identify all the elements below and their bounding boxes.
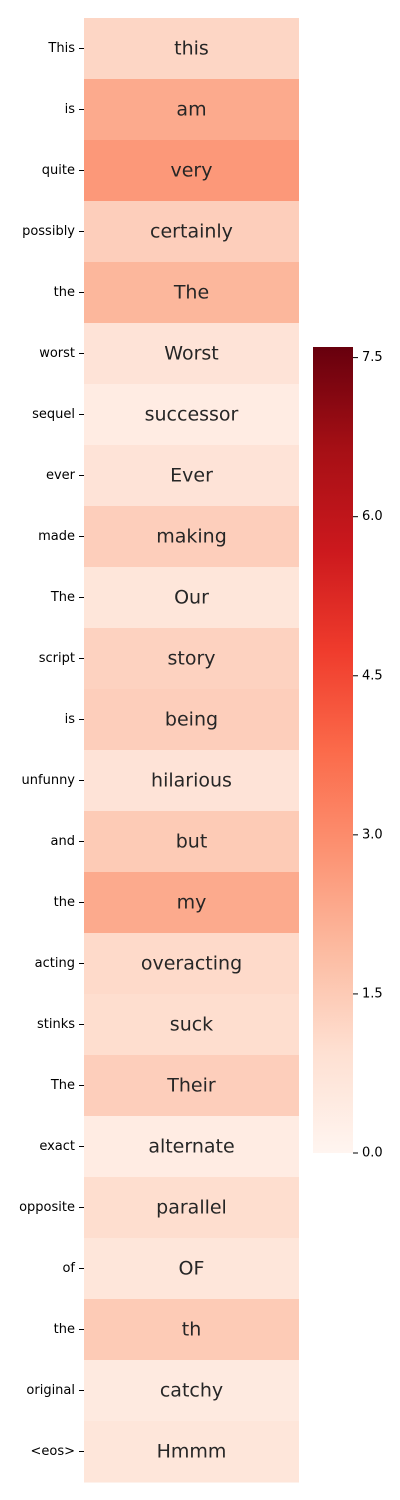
colorbar-gradient xyxy=(313,347,353,1153)
cell-annotation: suck xyxy=(170,1014,213,1036)
heatmap-cell xyxy=(84,201,299,263)
row-tick-label: quite xyxy=(42,163,75,178)
colorbar-ticks: 0.0 1.5 3.0 4.5 6.0 7.5 xyxy=(353,350,383,1161)
row-tick-label: is xyxy=(65,102,76,117)
row-tick-label: sequel xyxy=(32,407,75,422)
heatmap-cell xyxy=(84,140,299,202)
row-tick-label: and xyxy=(51,834,75,849)
heatmap-cell xyxy=(84,933,299,995)
cell-annotation: am xyxy=(176,99,206,121)
heatmap-cells: this am very certainly The Worst successor Ever… xyxy=(84,18,299,1483)
row-tick-label: <eos> xyxy=(30,1444,75,1459)
row-tick-label: stinks xyxy=(37,1017,75,1032)
heatmap-cell xyxy=(84,628,299,690)
cell-annotation: being xyxy=(165,709,218,731)
row-tick-label: the xyxy=(54,895,75,910)
heatmap-cell xyxy=(84,1055,299,1117)
cell-annotation: Hmmm xyxy=(157,1441,227,1463)
row-tick-label: script xyxy=(39,651,75,666)
cell-annotation: certainly xyxy=(150,221,233,243)
colorbar: 0.0 1.5 3.0 4.5 6.0 7.5 xyxy=(313,347,383,1161)
cell-annotation: Worst xyxy=(164,343,218,365)
row-tick-label: opposite xyxy=(19,1200,75,1215)
row-tick-label: unfunny xyxy=(22,773,76,788)
row-tick-label: original xyxy=(26,1383,75,1398)
colorbar-tick-label: 3.0 xyxy=(362,827,383,842)
cell-annotation: Ever xyxy=(170,465,213,487)
heatmap-cell xyxy=(84,506,299,568)
row-tick-label: The xyxy=(50,1078,75,1093)
heatmap-cell xyxy=(84,689,299,751)
colorbar-tick-label: 6.0 xyxy=(362,509,383,524)
cell-annotation: catchy xyxy=(160,1380,223,1402)
cell-annotation: Their xyxy=(166,1075,216,1097)
cell-annotation: story xyxy=(167,648,215,670)
heatmap-cell xyxy=(84,750,299,812)
heatmap-cell xyxy=(84,445,299,507)
heatmap-cell xyxy=(84,567,299,629)
row-tick-label: of xyxy=(62,1261,75,1276)
row-tick-label: exact xyxy=(39,1139,75,1154)
cell-annotation: Our xyxy=(174,587,209,609)
row-tick-label: the xyxy=(54,1322,75,1337)
row-tick-label: made xyxy=(38,529,75,544)
row-tick-labels: This is quite possibly the worst sequel ever mad… xyxy=(19,41,84,1459)
cell-annotation: parallel xyxy=(156,1197,227,1219)
heatmap-cell xyxy=(84,1360,299,1422)
heatmap-cell xyxy=(84,872,299,934)
heatmap-cell xyxy=(84,323,299,385)
heatmap-cell xyxy=(84,1116,299,1178)
cell-annotation: successor xyxy=(145,404,239,426)
cell-annotation: my xyxy=(177,892,207,914)
row-tick-label: This xyxy=(47,41,75,56)
heatmap-cell xyxy=(84,384,299,446)
heatmap-cell xyxy=(84,262,299,324)
cell-annotation: th xyxy=(182,1319,202,1341)
heatmap-cell xyxy=(84,1238,299,1300)
colorbar-tick-label: 4.5 xyxy=(362,668,383,683)
row-tick-label: worst xyxy=(39,346,75,361)
cell-annotation: this xyxy=(174,38,209,60)
row-tick-label: the xyxy=(54,285,75,300)
row-tick-label: possibly xyxy=(22,224,75,239)
heatmap-cell xyxy=(84,18,299,80)
cell-annotation: making xyxy=(156,526,227,548)
cell-annotation: very xyxy=(171,160,213,182)
heatmap-cell xyxy=(84,79,299,141)
cell-annotation: alternate xyxy=(148,1136,234,1158)
cell-annotation: but xyxy=(176,831,208,853)
colorbar-tick-label: 1.5 xyxy=(362,986,383,1001)
cell-annotation: OF xyxy=(179,1258,205,1280)
heatmap-cell xyxy=(84,1177,299,1239)
colorbar-tick-label: 0.0 xyxy=(362,1146,383,1161)
heatmap-cell xyxy=(84,994,299,1056)
colorbar-tick-label: 7.5 xyxy=(362,350,383,365)
heatmap-cell xyxy=(84,811,299,873)
cell-annotation: overacting xyxy=(141,953,242,975)
heatmap-cell xyxy=(84,1299,299,1361)
heatmap-cell xyxy=(84,1421,299,1483)
cell-annotation: hilarious xyxy=(151,770,232,792)
row-tick-label: ever xyxy=(46,468,76,483)
row-tick-label: The xyxy=(50,590,75,605)
row-tick-label: acting xyxy=(35,956,75,971)
cell-annotation: The xyxy=(173,282,209,304)
row-tick-label: is xyxy=(65,712,76,727)
